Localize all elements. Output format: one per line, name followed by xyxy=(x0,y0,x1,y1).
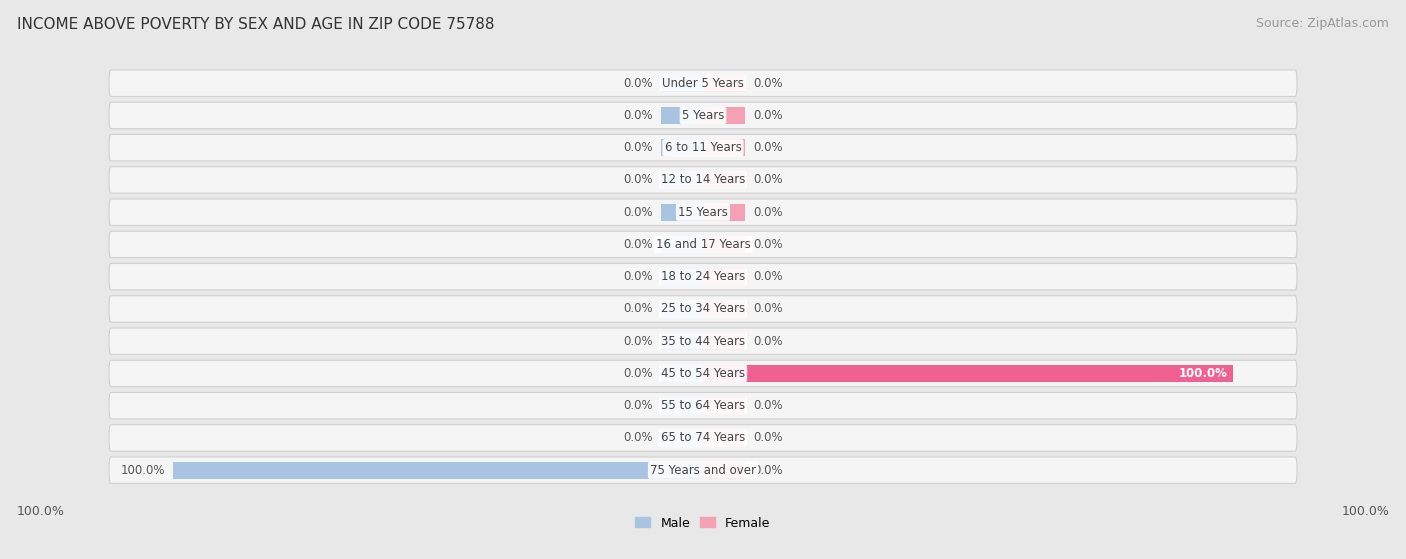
Text: 15 Years: 15 Years xyxy=(678,206,728,219)
FancyBboxPatch shape xyxy=(110,457,1296,484)
Text: 0.0%: 0.0% xyxy=(623,367,652,380)
Text: 0.0%: 0.0% xyxy=(754,238,783,251)
Text: 65 to 74 Years: 65 to 74 Years xyxy=(661,432,745,444)
Text: 0.0%: 0.0% xyxy=(754,399,783,412)
Bar xyxy=(703,365,1233,382)
FancyBboxPatch shape xyxy=(110,199,1296,225)
Bar xyxy=(661,172,703,188)
Text: 25 to 34 Years: 25 to 34 Years xyxy=(661,302,745,315)
Text: 5 Years: 5 Years xyxy=(682,109,724,122)
Text: 0.0%: 0.0% xyxy=(623,206,652,219)
FancyBboxPatch shape xyxy=(110,70,1296,96)
Bar xyxy=(661,301,703,318)
Text: INCOME ABOVE POVERTY BY SEX AND AGE IN ZIP CODE 75788: INCOME ABOVE POVERTY BY SEX AND AGE IN Z… xyxy=(17,17,495,32)
Text: 0.0%: 0.0% xyxy=(623,109,652,122)
Text: 0.0%: 0.0% xyxy=(623,302,652,315)
FancyBboxPatch shape xyxy=(110,425,1296,451)
Text: 0.0%: 0.0% xyxy=(754,432,783,444)
Text: 0.0%: 0.0% xyxy=(754,302,783,315)
Text: 0.0%: 0.0% xyxy=(623,141,652,154)
FancyBboxPatch shape xyxy=(110,296,1296,322)
Bar xyxy=(661,236,703,253)
FancyBboxPatch shape xyxy=(110,102,1296,129)
Bar xyxy=(703,397,745,414)
Bar xyxy=(703,172,745,188)
Bar xyxy=(661,139,703,156)
Text: 0.0%: 0.0% xyxy=(623,335,652,348)
Bar xyxy=(661,429,703,446)
Text: 0.0%: 0.0% xyxy=(623,270,652,283)
Bar xyxy=(703,75,745,92)
Bar xyxy=(703,107,745,124)
Text: 0.0%: 0.0% xyxy=(754,77,783,89)
Bar xyxy=(661,365,703,382)
Text: 0.0%: 0.0% xyxy=(754,109,783,122)
Text: 0.0%: 0.0% xyxy=(623,432,652,444)
Bar xyxy=(661,333,703,349)
Text: 0.0%: 0.0% xyxy=(754,206,783,219)
FancyBboxPatch shape xyxy=(110,360,1296,387)
Text: 100.0%: 100.0% xyxy=(17,505,65,518)
Bar xyxy=(703,139,745,156)
Legend: Male, Female: Male, Female xyxy=(630,511,776,534)
Bar xyxy=(661,397,703,414)
FancyBboxPatch shape xyxy=(110,263,1296,290)
Text: 0.0%: 0.0% xyxy=(754,335,783,348)
Text: 0.0%: 0.0% xyxy=(754,270,783,283)
Bar xyxy=(173,462,703,479)
Bar xyxy=(661,107,703,124)
Bar xyxy=(661,204,703,221)
Text: 35 to 44 Years: 35 to 44 Years xyxy=(661,335,745,348)
Text: 16 and 17 Years: 16 and 17 Years xyxy=(655,238,751,251)
Bar xyxy=(703,268,745,285)
Text: Source: ZipAtlas.com: Source: ZipAtlas.com xyxy=(1256,17,1389,30)
FancyBboxPatch shape xyxy=(110,135,1296,161)
Bar xyxy=(703,204,745,221)
Text: Under 5 Years: Under 5 Years xyxy=(662,77,744,89)
Bar xyxy=(703,429,745,446)
Bar xyxy=(703,333,745,349)
FancyBboxPatch shape xyxy=(110,392,1296,419)
Text: 100.0%: 100.0% xyxy=(1180,367,1227,380)
Text: 18 to 24 Years: 18 to 24 Years xyxy=(661,270,745,283)
Text: 0.0%: 0.0% xyxy=(623,238,652,251)
FancyBboxPatch shape xyxy=(110,167,1296,193)
Bar xyxy=(661,75,703,92)
Text: 0.0%: 0.0% xyxy=(623,77,652,89)
Text: 75 Years and over: 75 Years and over xyxy=(650,464,756,477)
Text: 0.0%: 0.0% xyxy=(754,464,783,477)
Bar xyxy=(703,462,745,479)
Bar xyxy=(703,301,745,318)
Text: 100.0%: 100.0% xyxy=(120,464,165,477)
Bar xyxy=(661,268,703,285)
Text: 45 to 54 Years: 45 to 54 Years xyxy=(661,367,745,380)
Text: 0.0%: 0.0% xyxy=(754,173,783,187)
Text: 0.0%: 0.0% xyxy=(754,141,783,154)
Bar xyxy=(703,236,745,253)
Text: 100.0%: 100.0% xyxy=(1341,505,1389,518)
Text: 6 to 11 Years: 6 to 11 Years xyxy=(665,141,741,154)
FancyBboxPatch shape xyxy=(110,231,1296,258)
Text: 0.0%: 0.0% xyxy=(623,399,652,412)
Text: 12 to 14 Years: 12 to 14 Years xyxy=(661,173,745,187)
FancyBboxPatch shape xyxy=(110,328,1296,354)
Text: 0.0%: 0.0% xyxy=(623,173,652,187)
Text: 55 to 64 Years: 55 to 64 Years xyxy=(661,399,745,412)
